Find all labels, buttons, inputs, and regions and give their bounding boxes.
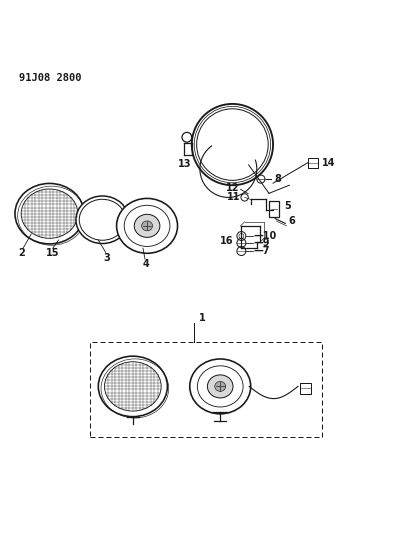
Text: —9: —9 [254,238,270,248]
Bar [308,158,318,168]
Ellipse shape [76,196,129,244]
Text: 1: 1 [199,313,205,323]
Text: 8: 8 [274,174,281,184]
Circle shape [194,107,271,183]
Bar [269,201,279,216]
Ellipse shape [117,198,178,253]
Text: 5: 5 [284,200,291,211]
Text: 3: 3 [104,253,110,263]
Bar [300,383,311,394]
Circle shape [197,109,268,180]
Ellipse shape [98,356,167,417]
Ellipse shape [134,214,160,237]
Text: 15: 15 [46,248,59,259]
Circle shape [192,104,273,185]
Text: 16: 16 [220,236,233,246]
Ellipse shape [190,359,251,414]
Ellipse shape [142,221,152,231]
Text: 4: 4 [143,260,150,270]
Text: 91J08 2800: 91J08 2800 [19,74,82,84]
Text: 11: 11 [227,192,241,202]
Text: 2: 2 [19,248,25,259]
Text: —10: —10 [254,231,277,241]
Bar [90,342,322,437]
Text: 6: 6 [288,216,295,226]
Ellipse shape [215,382,226,391]
Ellipse shape [79,199,126,240]
Ellipse shape [207,375,233,398]
Text: —7: —7 [254,246,270,256]
Ellipse shape [15,183,84,244]
Text: 13: 13 [178,159,192,169]
Text: 12: 12 [226,183,239,193]
Text: 14: 14 [322,158,335,168]
